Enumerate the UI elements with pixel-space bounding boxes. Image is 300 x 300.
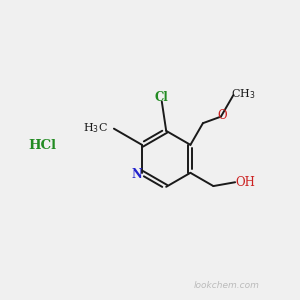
Text: CH$_3$: CH$_3$	[231, 87, 255, 101]
Text: O: O	[218, 109, 227, 122]
Text: H$_3$C: H$_3$C	[82, 121, 107, 135]
Text: HCl: HCl	[28, 139, 57, 152]
Text: OH: OH	[236, 176, 255, 189]
Text: N: N	[132, 168, 142, 181]
Text: Cl: Cl	[155, 92, 169, 104]
Text: lookchem.com: lookchem.com	[194, 281, 260, 290]
